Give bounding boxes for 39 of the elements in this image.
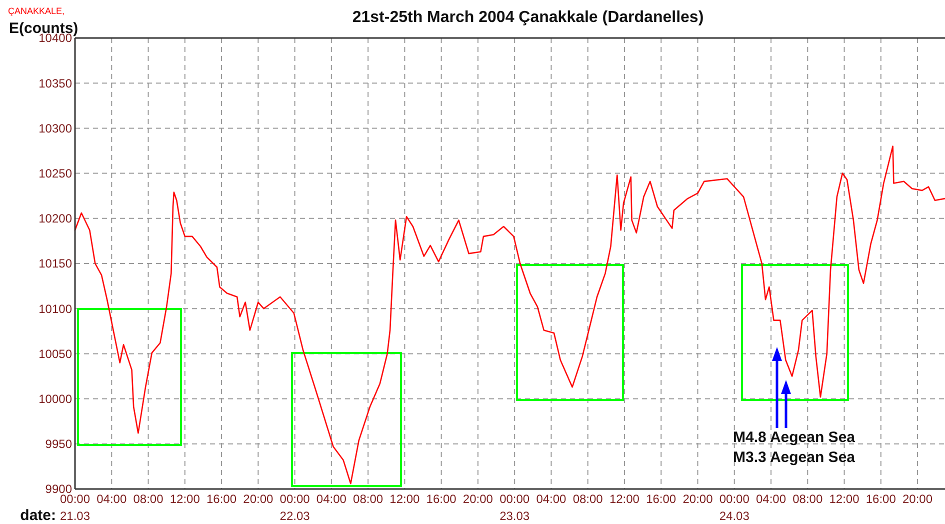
- y-tick-label: 10200: [38, 212, 72, 226]
- x-tick-label: 20:00: [902, 492, 933, 506]
- line-series: [74, 146, 945, 484]
- x-tick-label: 00:00 22.03: [280, 492, 310, 523]
- y-tick-label: 10250: [38, 166, 72, 180]
- x-tick-label: 04:00: [316, 492, 347, 506]
- x-tick-label: 12:00: [170, 492, 200, 506]
- y-tick-label: 10000: [38, 392, 72, 406]
- x-tick-label: 04:00: [756, 492, 786, 506]
- y-tick-label: 10050: [38, 346, 72, 361]
- chart-subtitle: ÇANAKKALE,: [8, 6, 65, 16]
- x-tick-label: 16:00: [646, 492, 676, 506]
- chart-title: 21st-25th March 2004 Çanakkale (Dardanelles): [352, 9, 704, 26]
- x-tick-label: 20:00: [243, 492, 274, 506]
- x-tick-label: 00:00 23.03: [500, 492, 530, 523]
- annotation: M4.8 Aegean Sea: [733, 429, 856, 446]
- annotation: M3.3 Aegean Sea: [733, 449, 856, 466]
- y-tick-label: 10350: [38, 76, 72, 90]
- x-tick-label: 12:00: [829, 492, 860, 506]
- x-tick-label: 12:00: [390, 492, 420, 506]
- x-tick-label: 04:00: [96, 492, 127, 506]
- x-tick-label: 16:00: [426, 492, 457, 506]
- y-tick-label: 10300: [38, 121, 72, 136]
- x-tick-label: 04:00: [536, 492, 567, 506]
- x-tick-label: 08:00: [353, 492, 384, 506]
- x-tick-label: 16:00: [866, 492, 896, 506]
- x-tick-label: 12:00: [609, 492, 640, 506]
- x-tick-label: 00:00 24.03: [719, 492, 750, 523]
- x-tick-label: 16:00: [206, 492, 237, 506]
- x-tick-label: 20:00: [462, 492, 494, 506]
- x-tick-label: 08:00: [133, 492, 164, 506]
- y-tick-label: 10150: [38, 256, 72, 271]
- x-tick-label: 08:00: [792, 492, 823, 506]
- x-axis-title: date:: [20, 507, 56, 524]
- x-tick-label: 20:00: [682, 492, 714, 506]
- y-tick-label: 10100: [38, 302, 72, 316]
- y-tick-label: 9950: [45, 437, 72, 452]
- x-tick-label: 00:00 21.03: [60, 492, 90, 523]
- x-tick-label: 08:00: [572, 492, 604, 506]
